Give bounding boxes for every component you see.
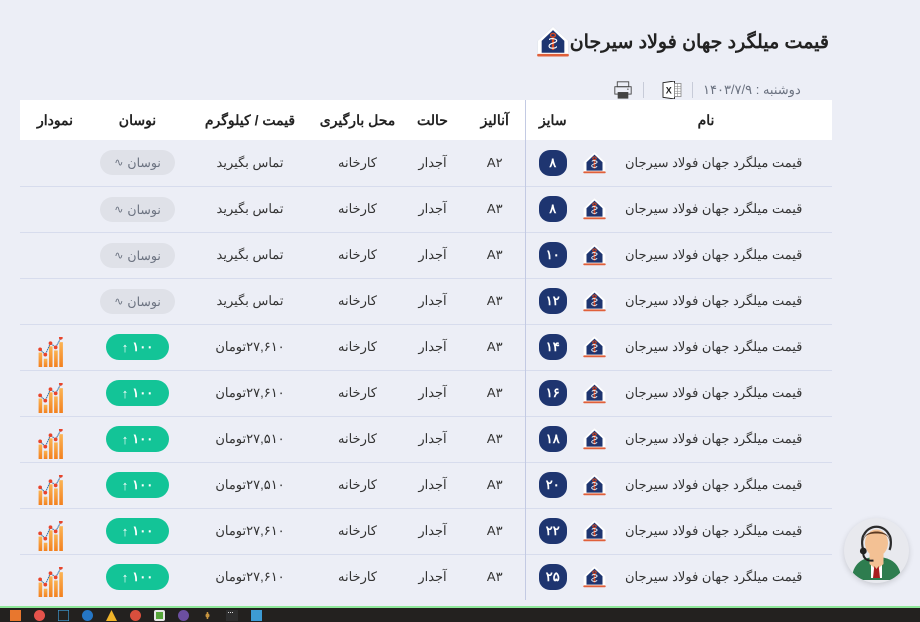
svg-text:X: X	[666, 85, 672, 95]
